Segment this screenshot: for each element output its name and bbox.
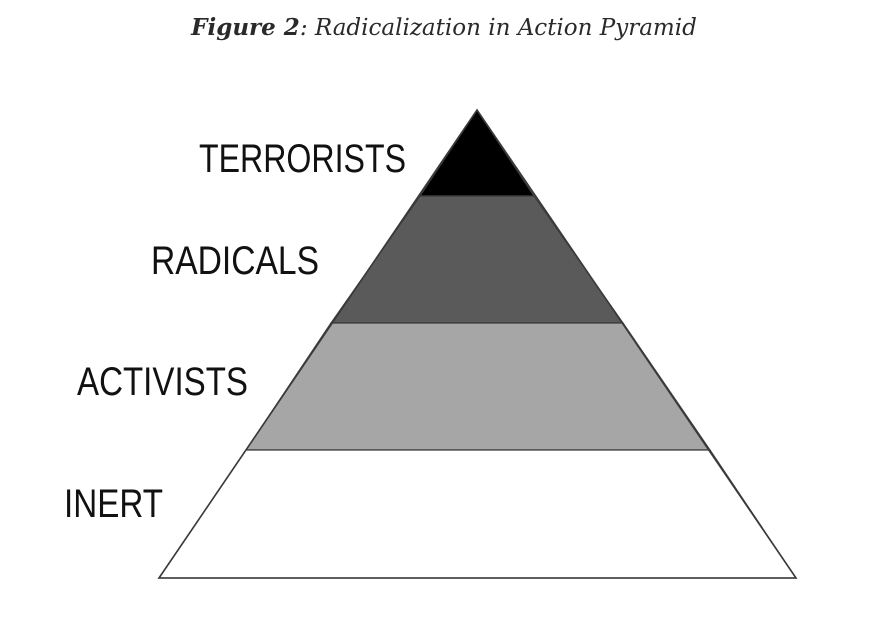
tier-label-activists: ACTIVISTS	[77, 360, 248, 404]
pyramid-outline	[157, 108, 798, 579]
tier-label-radicals: RADICALS	[151, 239, 319, 283]
tier-band-inert	[157, 449, 798, 579]
figure-title: Radicalization in Action Pyramid	[314, 15, 697, 41]
figure-caption: Figure 2: Radicalization in Action Pyram…	[0, 14, 888, 41]
figure-label: Figure 2	[191, 14, 300, 41]
tier-band-activists	[244, 322, 712, 451]
figure-separator: :	[299, 15, 308, 41]
tier-band-terrorists	[418, 108, 536, 197]
tier-label-inert: INERT	[64, 482, 163, 526]
tier-label-terrorists: TERRORISTS	[199, 137, 406, 181]
